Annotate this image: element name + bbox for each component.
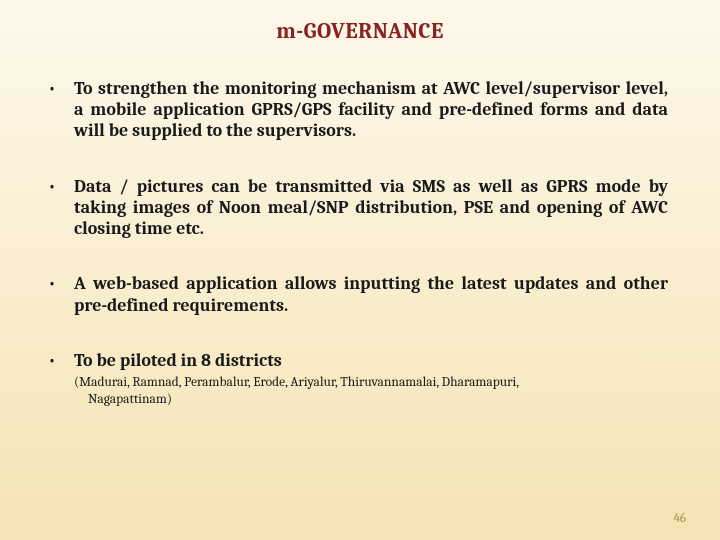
slide-title: m-GOVERNANCE — [0, 18, 720, 44]
subnote-line2: Nagapattinam) — [74, 392, 668, 409]
subnote: (Madurai, Ramnad, Perambalur, Erode, Ari… — [74, 375, 668, 409]
bullet-text: A web-based application allows inputting… — [74, 273, 668, 315]
bullet-icon: • — [48, 78, 74, 142]
bullet-text: Data / pictures can be transmitted via S… — [74, 176, 668, 240]
bullet-icon: • — [48, 176, 74, 240]
content-area: • To strengthen the monitoring mechanism… — [48, 78, 668, 409]
bullet-item: • To be piloted in 8 districts — [48, 350, 668, 371]
slide: m-GOVERNANCE • To strengthen the monitor… — [0, 0, 720, 540]
bullet-text: To strengthen the monitoring mechanism a… — [74, 78, 668, 142]
bullet-icon: • — [48, 350, 74, 371]
bullet-item: • Data / pictures can be transmitted via… — [48, 176, 668, 240]
bullet-item: • A web-based application allows inputti… — [48, 273, 668, 315]
bullet-text: To be piloted in 8 districts — [74, 350, 668, 371]
subnote-line1: (Madurai, Ramnad, Perambalur, Erode, Ari… — [74, 375, 519, 390]
bullet-icon: • — [48, 273, 74, 315]
bullet-item: • To strengthen the monitoring mechanism… — [48, 78, 668, 142]
page-number: 46 — [673, 511, 686, 526]
